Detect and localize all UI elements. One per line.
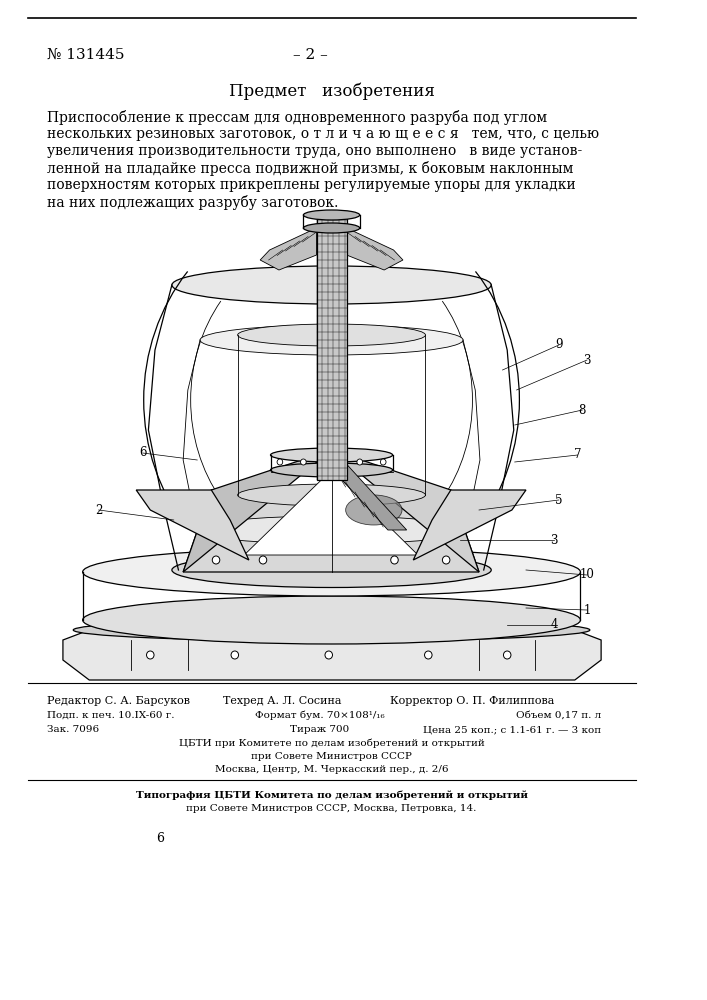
Ellipse shape xyxy=(200,325,463,355)
Text: Техред А. Л. Сосина: Техред А. Л. Сосина xyxy=(223,696,341,706)
Text: Корректор О. П. Филиппова: Корректор О. П. Филиппова xyxy=(390,696,554,706)
Ellipse shape xyxy=(238,484,426,506)
Text: № 131445: № 131445 xyxy=(47,48,124,62)
Circle shape xyxy=(212,556,220,564)
Text: 6: 6 xyxy=(139,446,146,460)
Ellipse shape xyxy=(303,223,360,233)
Text: 6: 6 xyxy=(156,832,164,845)
Polygon shape xyxy=(183,450,332,572)
Text: 7: 7 xyxy=(574,448,581,462)
Text: Цена 25 коп.; с 1.1-61 г. — 3 коп: Цена 25 коп.; с 1.1-61 г. — 3 коп xyxy=(423,725,601,734)
Polygon shape xyxy=(183,490,479,572)
Ellipse shape xyxy=(172,266,491,304)
Text: Приспособление к прессам для одновременного разруба под углом: Приспособление к прессам для одновременн… xyxy=(47,110,547,125)
Ellipse shape xyxy=(172,552,491,587)
Circle shape xyxy=(146,651,154,659)
Text: ленной на пладайке пресса подвижной призмы, к боковым наклонным: ленной на пладайке пресса подвижной приз… xyxy=(47,161,573,176)
Ellipse shape xyxy=(238,324,426,346)
Bar xyxy=(317,215,346,480)
Polygon shape xyxy=(63,630,601,680)
Text: Типография ЦБТИ Комитета по делам изобретений и открытий: Типография ЦБТИ Комитета по делам изобре… xyxy=(136,791,527,800)
Text: ЦБТИ при Комитете по делам изобретений и открытий: ЦБТИ при Комитете по делам изобретений и… xyxy=(179,739,484,748)
Text: 5: 5 xyxy=(555,493,563,506)
Circle shape xyxy=(424,651,432,659)
Circle shape xyxy=(231,651,238,659)
Circle shape xyxy=(300,459,306,465)
Text: Объем 0,17 п. л: Объем 0,17 п. л xyxy=(516,711,601,720)
Text: 3: 3 xyxy=(551,534,558,546)
Circle shape xyxy=(391,556,398,564)
Text: Подп. к печ. 10.IX-60 г.: Подп. к печ. 10.IX-60 г. xyxy=(47,711,175,720)
Ellipse shape xyxy=(83,548,580,596)
Text: 9: 9 xyxy=(555,338,563,352)
Text: – 2 –: – 2 – xyxy=(293,48,327,62)
Ellipse shape xyxy=(74,619,590,641)
Text: Москва, Центр, М. Черкасский пер., д. 2/6: Москва, Центр, М. Черкасский пер., д. 2/… xyxy=(215,765,448,774)
Circle shape xyxy=(443,556,450,564)
Circle shape xyxy=(325,651,332,659)
Text: Формат бум. 70×108¹/₁₆: Формат бум. 70×108¹/₁₆ xyxy=(255,711,384,720)
Ellipse shape xyxy=(346,495,402,525)
Text: 2: 2 xyxy=(95,504,103,516)
Text: 8: 8 xyxy=(578,403,586,416)
Polygon shape xyxy=(260,228,317,270)
Ellipse shape xyxy=(271,448,392,462)
Text: 4: 4 xyxy=(551,618,558,632)
Text: поверхностям которых прикреплены регулируемые упоры для укладки: поверхностям которых прикреплены регулир… xyxy=(47,178,575,192)
Ellipse shape xyxy=(83,596,580,644)
Circle shape xyxy=(277,459,283,465)
Text: при Совете Министров СССР: при Совете Министров СССР xyxy=(251,752,412,761)
Circle shape xyxy=(259,556,267,564)
Ellipse shape xyxy=(271,463,392,477)
Circle shape xyxy=(503,651,511,659)
Text: Редактор С. А. Барсуков: Редактор С. А. Барсуков xyxy=(47,696,190,706)
Text: увеличения производительности труда, оно выполнено   в виде установ-: увеличения производительности труда, оно… xyxy=(47,144,582,158)
Text: нескольких резиновых заготовок, о т л и ч а ю щ е е с я   тем, что, с целью: нескольких резиновых заготовок, о т л и … xyxy=(47,127,599,141)
Text: 10: 10 xyxy=(580,568,595,582)
Circle shape xyxy=(357,459,363,465)
Text: Тираж 700: Тираж 700 xyxy=(290,725,349,734)
Text: Предмет   изобретения: Предмет изобретения xyxy=(228,82,435,100)
Polygon shape xyxy=(244,470,418,555)
Ellipse shape xyxy=(303,210,360,220)
Circle shape xyxy=(380,459,386,465)
Text: Зак. 7096: Зак. 7096 xyxy=(47,725,99,734)
Polygon shape xyxy=(346,228,403,270)
Text: при Совете Министров СССР, Москва, Петровка, 14.: при Совете Министров СССР, Москва, Петро… xyxy=(187,804,477,813)
Polygon shape xyxy=(136,490,249,560)
Text: 3: 3 xyxy=(583,354,591,366)
Polygon shape xyxy=(322,458,407,530)
Polygon shape xyxy=(414,490,526,560)
Text: 1: 1 xyxy=(583,603,591,616)
Polygon shape xyxy=(332,450,479,572)
Text: на них подлежащих разрубу заготовок.: на них подлежащих разрубу заготовок. xyxy=(47,195,339,210)
Ellipse shape xyxy=(195,516,468,544)
